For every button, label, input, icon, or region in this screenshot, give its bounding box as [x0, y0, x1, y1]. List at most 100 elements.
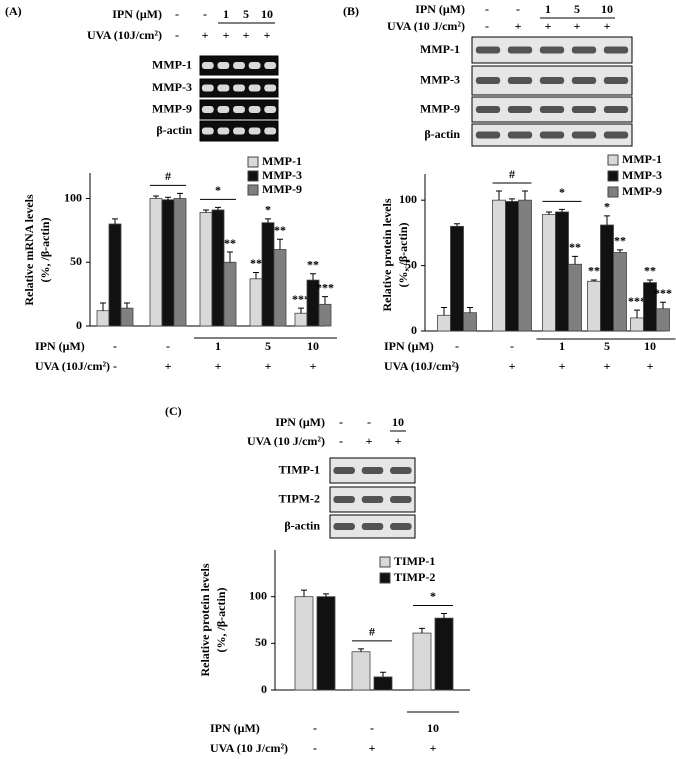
blot-band [248, 62, 261, 69]
significance-label: ** [644, 264, 656, 278]
significance-label: * [265, 203, 271, 217]
panel-label: (A) [5, 4, 22, 18]
blot-treatment-value: + [604, 19, 611, 33]
blot-band [539, 131, 565, 139]
blot-treatment-label: IPN (μM) [415, 2, 465, 16]
blot-band [571, 77, 597, 84]
y-axis-label: Relative mRNA levels [22, 194, 36, 306]
significance-label: *** [654, 286, 672, 300]
blot-row-label: MMP-1 [420, 42, 460, 56]
treatment-value: 10 [427, 721, 439, 735]
bar [412, 632, 432, 691]
error-bar [253, 271, 259, 279]
group-mark: * [215, 183, 221, 197]
bar [434, 617, 454, 691]
error-bar [358, 648, 364, 652]
bar [108, 223, 122, 327]
treatment-value: - [313, 721, 317, 735]
significance-label: * [604, 200, 610, 214]
blot-treatment-value: - [485, 19, 489, 33]
blot-treatment-value: + [202, 28, 209, 42]
blot-treatment-value: - [175, 28, 179, 42]
blot-treatment-label: IPN (μM) [275, 415, 325, 429]
blot-treatment-value: + [515, 19, 522, 33]
bar [249, 278, 263, 327]
blot-row-label: MMP-9 [420, 101, 460, 115]
legend-swatch [379, 572, 391, 584]
treatment-value: - [455, 359, 459, 373]
treatment-label: IPN (μM) [210, 721, 260, 735]
bar [199, 212, 213, 327]
bar [161, 199, 175, 327]
blot-treatment-value: 5 [574, 2, 580, 16]
treatment-value: - [113, 359, 117, 373]
blot-band [571, 131, 597, 139]
blot-band [603, 77, 629, 84]
bar [96, 310, 110, 327]
treatment-value: 5 [265, 339, 271, 353]
blot-treatment-label: UVA (10 J/cm²) [387, 19, 465, 33]
blot-band [475, 77, 501, 84]
blot-band [264, 106, 277, 113]
group-mark: * [430, 589, 436, 603]
treatment-value: + [604, 359, 611, 373]
blot-treatment-value: 1 [545, 2, 551, 16]
legend-swatch [247, 184, 259, 196]
blot-row-label: β-actin [156, 123, 192, 137]
y-axis-label: (%, /β-actin) [214, 588, 228, 653]
treatment-value: + [310, 359, 317, 373]
bar [318, 303, 332, 327]
group-mark: * [559, 185, 565, 199]
blot-band [603, 131, 629, 139]
y-axis-label: (%, /β-actin) [396, 223, 410, 288]
significance-label: ** [250, 256, 262, 270]
legend-label: MMP-1 [262, 154, 302, 168]
blot-treatment-value: 10 [601, 2, 613, 16]
error-bar [496, 190, 502, 201]
blot-treatment-value: 10 [392, 415, 404, 429]
error-bar [647, 279, 653, 283]
error-bar [467, 306, 473, 313]
blot-band [233, 62, 245, 69]
blot-treatment-value: + [545, 19, 552, 33]
error-bar [441, 612, 447, 619]
treatment-value: + [369, 741, 376, 755]
blot-band [217, 62, 230, 69]
legend-swatch [607, 154, 619, 166]
blot-band [333, 467, 355, 474]
error-bar [441, 306, 447, 316]
bar [173, 198, 187, 327]
blot-row-label: MMP-9 [152, 101, 192, 115]
error-bar [298, 307, 304, 314]
y-axis-label: Relative protein levels [380, 198, 394, 311]
blot-band [571, 106, 597, 113]
bar [223, 261, 237, 327]
error-bar [322, 296, 328, 305]
blot-row-label: MMP-1 [152, 57, 192, 71]
blot-row-label: MMP-3 [420, 72, 460, 86]
blot-treatment-value: 10 [261, 7, 273, 21]
blot-band [603, 106, 629, 113]
blot-band [507, 131, 533, 139]
significance-label: *** [628, 294, 646, 308]
bar [568, 263, 582, 332]
y-axis-label: (%, /β-actin) [38, 218, 52, 283]
blot-band [217, 127, 230, 135]
bar [600, 224, 614, 332]
bar [294, 312, 308, 327]
y-tick-label: 0 [411, 323, 417, 337]
blot-band [248, 84, 261, 92]
error-bar [100, 302, 106, 311]
error-bar [591, 279, 597, 282]
blot-band [390, 467, 412, 474]
blot-treatment-value: - [175, 7, 179, 21]
blot-band [603, 46, 629, 54]
group-mark: # [165, 169, 171, 183]
legend-swatch [607, 170, 619, 182]
group-mark: # [509, 167, 515, 181]
bar [555, 211, 569, 332]
treatment-value: - [370, 721, 374, 735]
blot-band [361, 496, 384, 503]
blot-row-label: β-actin [424, 127, 460, 141]
